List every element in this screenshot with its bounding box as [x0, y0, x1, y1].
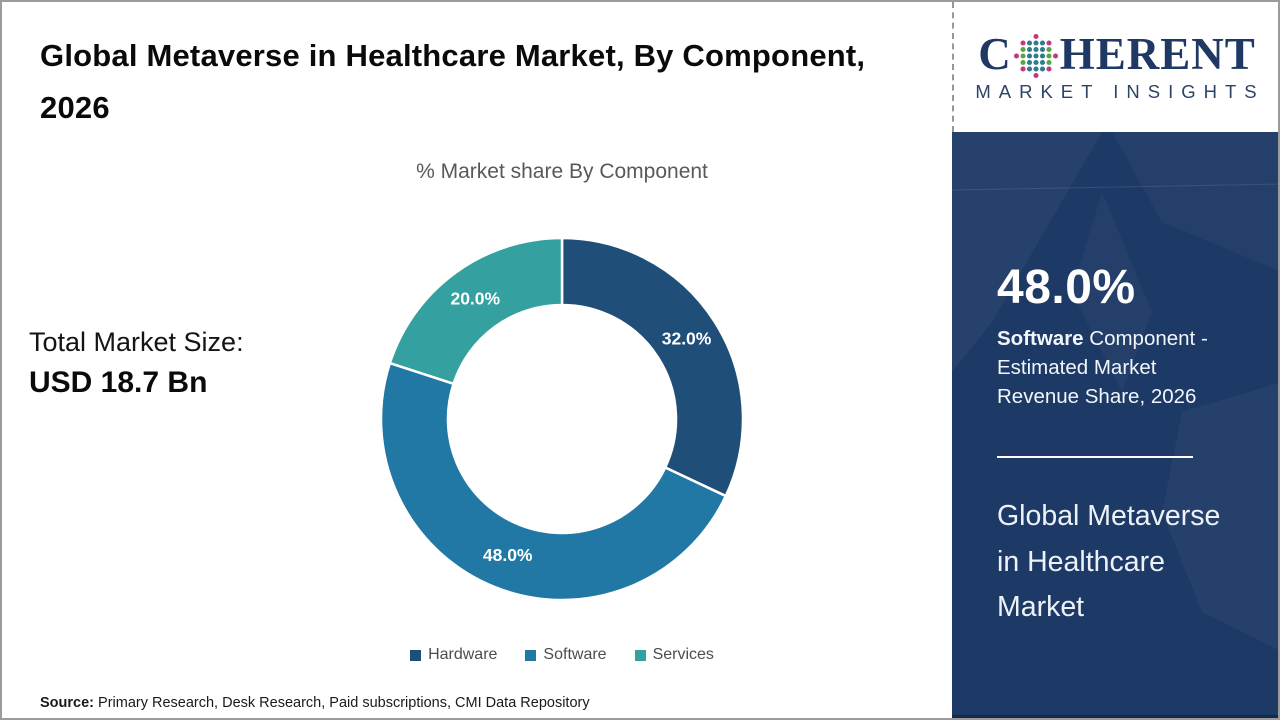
total-market-label: Total Market Size: — [29, 327, 244, 357]
sidebar-stat-desc-rest: Component - Estimated Market Revenue Sha… — [997, 327, 1208, 408]
brand-letters-rest: HERENT — [1059, 29, 1256, 79]
globe-dot — [1033, 65, 1039, 72]
legend-label-software: Software — [543, 646, 607, 663]
slice-label-hardware: 32.0% — [662, 329, 712, 349]
globe-dot — [1033, 39, 1039, 46]
globe-dot — [1026, 52, 1032, 59]
globe-dot — [1046, 59, 1052, 65]
brand-wordmark: C HERENT — [978, 32, 1256, 78]
source-prefix: Source: — [40, 695, 94, 711]
map-texture — [952, 132, 1278, 372]
globe-dot — [1039, 39, 1045, 46]
globe-dot — [1052, 52, 1058, 59]
chart-legend: Hardware Software Services — [172, 646, 952, 664]
globe-dot — [1020, 46, 1026, 52]
globe-dot — [1020, 52, 1026, 59]
total-market-block: Total Market Size: USD 18.7 Bn — [29, 327, 244, 400]
legend-label-hardware: Hardware — [428, 646, 498, 663]
source-line: Source: Primary Research, Desk Research,… — [40, 695, 590, 711]
globe-dot — [1046, 65, 1052, 72]
brand-logo: C HERENT MARKET INSIGHTS — [952, 2, 1278, 132]
page-title: Global Metaverse in Healthcare Market, B… — [40, 38, 866, 125]
sidebar-stat-segment: Software — [997, 327, 1084, 350]
globe-dot — [1046, 52, 1052, 59]
sidebar-market-title: Global Metaverse in Healthcare Market — [997, 500, 1221, 623]
globe-dot — [1020, 59, 1026, 65]
slice-label-services: 20.0% — [450, 288, 500, 308]
globe-dot — [1013, 52, 1019, 59]
globe-dot — [1020, 65, 1026, 72]
donut-chart-svg: 32.0% 48.0% 20.0% — [379, 236, 745, 602]
donut-slice-software — [379, 361, 728, 602]
globe-dot — [1026, 46, 1032, 52]
source-text: Primary Research, Desk Research, Paid su… — [94, 695, 590, 711]
side-panel: 48.0% Software Component - Estimated Mar… — [952, 132, 1278, 718]
legend-swatch-services — [634, 649, 646, 661]
globe-dot — [1033, 46, 1039, 52]
globe-dot — [1033, 59, 1039, 65]
sidebar-divider — [997, 456, 1193, 458]
globe-dot — [1046, 39, 1052, 46]
legend-swatch-hardware — [410, 649, 422, 661]
globe-dot — [1026, 39, 1032, 46]
globe-dots-icon — [1013, 33, 1058, 78]
globe-dot — [1046, 46, 1052, 52]
globe-dot — [1026, 65, 1032, 72]
globe-dot — [1033, 33, 1039, 39]
sidebar-stat-description: Software Component - Estimated Market Re… — [997, 324, 1242, 411]
brand-subtitle: MARKET INSIGHTS — [975, 80, 1265, 102]
donut-chart: 32.0% 48.0% 20.0% — [372, 229, 752, 609]
globe-dot — [1039, 59, 1045, 65]
globe-dot — [1020, 39, 1026, 46]
globe-dot — [1033, 72, 1039, 78]
slice-label-software: 48.0% — [483, 545, 533, 565]
legend-item-software: Software — [525, 646, 607, 664]
legend-label-services: Services — [652, 646, 714, 663]
globe-dot — [1026, 59, 1032, 65]
chart-subtitle: % Market share By Component — [416, 160, 708, 183]
legend-item-hardware: Hardware — [410, 646, 497, 664]
total-market-value: USD 18.7 Bn — [29, 366, 208, 399]
sidebar-stat-value: 48.0% — [997, 261, 1136, 314]
legend-swatch-software — [525, 649, 537, 661]
globe-dot — [1039, 52, 1045, 59]
donut-slice-hardware — [560, 236, 745, 498]
brand-letter-c: C — [978, 29, 1012, 79]
legend-item-services: Services — [634, 646, 714, 664]
globe-dot — [1033, 52, 1039, 59]
donut-slice-services — [388, 236, 564, 386]
globe-dot — [1039, 65, 1045, 72]
globe-dot — [1039, 46, 1045, 52]
